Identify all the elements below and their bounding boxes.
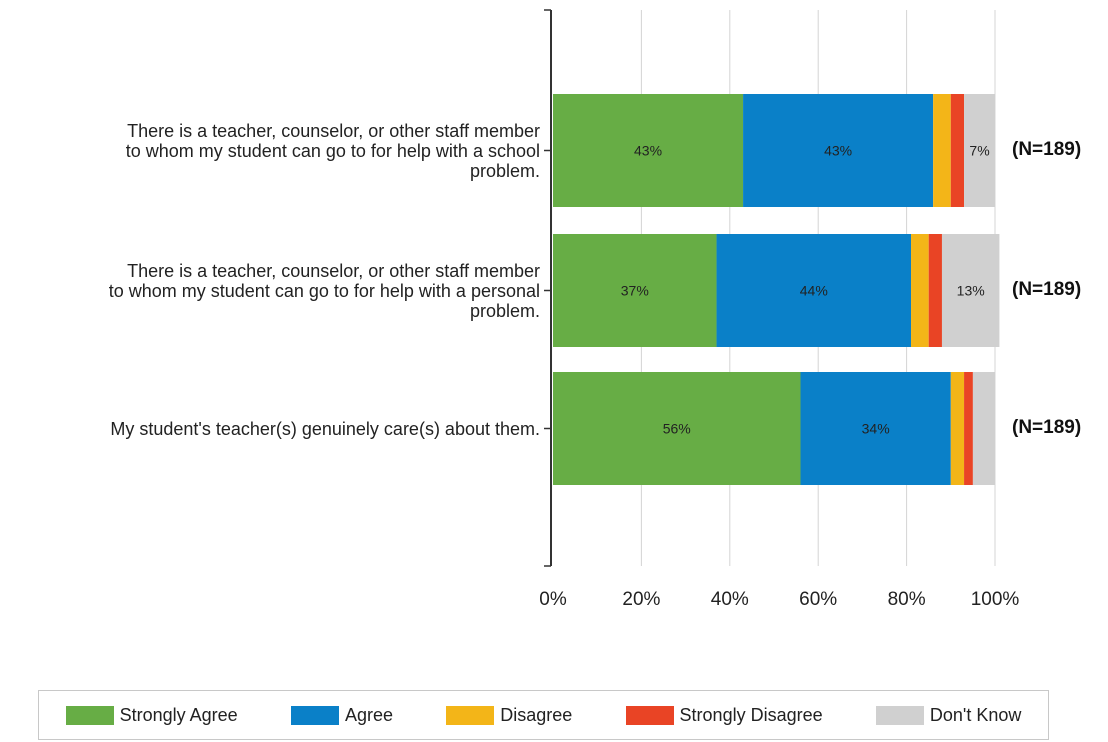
y-axis — [544, 9, 552, 567]
x-axis-ticks: 0% 20% 40% 60% 80% 100% — [539, 589, 1019, 610]
x-tick-label: 0% — [539, 589, 567, 610]
legend-swatch — [875, 705, 924, 725]
bar-segment — [950, 372, 965, 485]
legend-item: Strongly Disagree — [625, 704, 823, 726]
bar-segment — [800, 372, 951, 485]
sample-size-label: (N=189) — [1012, 416, 1082, 438]
data-label: 43% — [634, 143, 662, 159]
bar-segment — [928, 234, 942, 347]
bar-segment — [553, 372, 801, 485]
x-tick-label: 80% — [888, 589, 926, 610]
data-label: 44% — [800, 283, 828, 299]
bar-segment — [950, 94, 965, 207]
category-label: My student's teacher(s) genuinely care(s… — [110, 418, 540, 439]
x-tick-label: 20% — [622, 589, 660, 610]
data-label: 43% — [824, 143, 852, 159]
legend-label: Disagree — [500, 704, 573, 725]
x-tick-label: 100% — [971, 589, 1020, 610]
bar-segment — [553, 234, 717, 347]
legend-label: Strongly Agree — [119, 704, 238, 725]
bar-segment — [911, 234, 929, 347]
bar-segment — [553, 94, 744, 207]
legend-item: Disagree — [446, 705, 572, 726]
category-label: There is a teacher, counselor, or other … — [108, 260, 540, 321]
bar-segment — [964, 372, 973, 485]
bar-segment — [743, 94, 934, 207]
bar-segment — [716, 234, 912, 347]
legend-label: Agree — [344, 704, 393, 725]
sample-size-label: (N=189) — [1012, 138, 1082, 160]
legend-swatch — [65, 705, 114, 725]
legend-swatch — [446, 705, 495, 725]
legend-item: Strongly Agree — [65, 704, 238, 726]
data-label: 13% — [957, 283, 985, 299]
category-label: There is a teacher, counselor, or other … — [125, 120, 540, 181]
sample-size-label: (N=189) — [1012, 278, 1082, 300]
data-label: 7% — [969, 143, 989, 159]
bar-segment — [941, 234, 1000, 347]
legend-item: Agree — [290, 704, 393, 726]
legend-label: Strongly Disagree — [679, 704, 823, 725]
legend-swatch — [290, 705, 339, 725]
bar-segment — [972, 372, 995, 485]
data-label: 37% — [621, 283, 649, 299]
data-label: 34% — [862, 421, 890, 437]
data-label: 56% — [663, 421, 691, 437]
x-tick-label: 40% — [711, 589, 749, 610]
bar-segment — [933, 94, 951, 207]
legend: Strongly Agree Agree Disagree Strongly Disa… — [38, 690, 1049, 740]
bar-segment — [964, 94, 995, 207]
x-tick-label: 60% — [799, 589, 837, 610]
legend-swatch — [625, 705, 674, 725]
bars: 43% 43% 7% 37% 44% 13% 56% 34% — [553, 94, 1000, 485]
legend-label: Don't Know — [929, 704, 1022, 725]
legend-item: Don't Know — [875, 704, 1022, 726]
